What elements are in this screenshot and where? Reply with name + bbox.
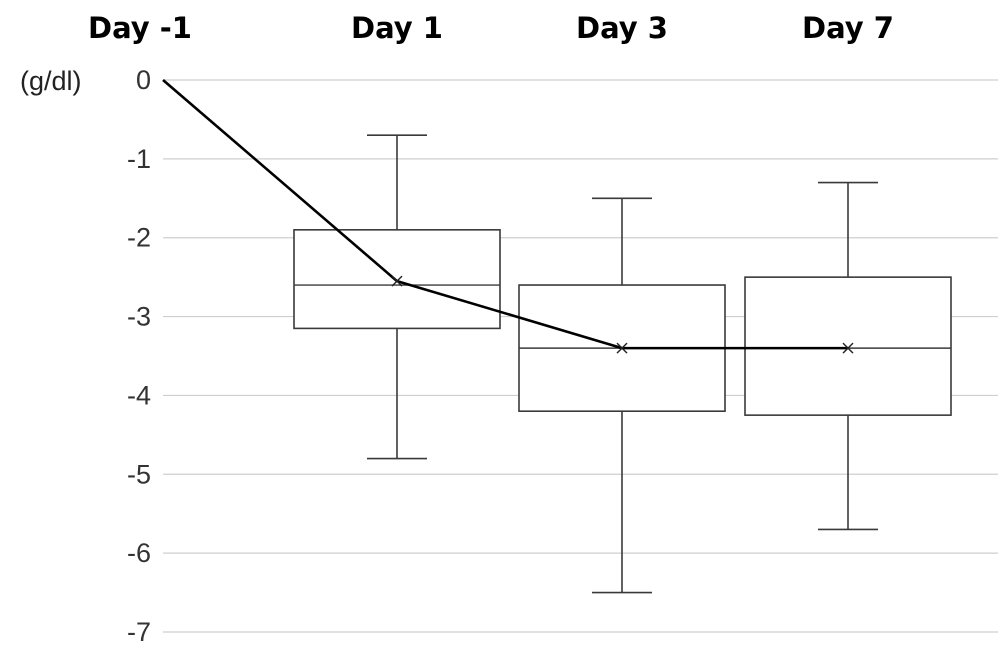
mean-markers (391, 275, 854, 354)
mean-trend-polyline (162, 79, 848, 350)
category-label: Day 7 (802, 11, 894, 45)
y-axis-unit-label: (g/dl) (20, 66, 82, 96)
y-tick-label: -1 (127, 144, 151, 174)
box-plot-day-7 (744, 181, 952, 531)
y-tick-label: -2 (127, 223, 151, 253)
interquartile-box (744, 276, 952, 416)
mean-trend-line (162, 79, 848, 350)
mean-marker-stroke (391, 275, 403, 287)
y-tick-label: 0 (136, 65, 151, 95)
y-tick-label: -5 (127, 459, 151, 489)
box-plot-day-3 (518, 197, 726, 594)
interquartile-box (293, 229, 501, 330)
y-axis-ticks: 0 -1 -2 -3 -4 -5 -6 -7 (127, 65, 151, 647)
y-tick-label: -3 (127, 302, 151, 332)
y-tick-label: -4 (127, 380, 151, 410)
y-tick-label: -7 (127, 617, 151, 647)
category-labels: Day -1 Day 1 Day 3 Day 7 (88, 11, 894, 45)
category-label: Day 3 (576, 11, 668, 45)
mean-marker-stroke (616, 342, 628, 354)
category-label: Day -1 (88, 11, 192, 45)
box-series (293, 134, 952, 594)
category-label: Day 1 (351, 11, 443, 45)
box-plot-day-1 (293, 134, 501, 460)
mean-marker (842, 342, 854, 354)
mean-marker (391, 275, 403, 287)
y-tick-label: -6 (127, 538, 151, 568)
mean-marker-stroke (842, 342, 854, 354)
mean-marker (616, 342, 628, 354)
